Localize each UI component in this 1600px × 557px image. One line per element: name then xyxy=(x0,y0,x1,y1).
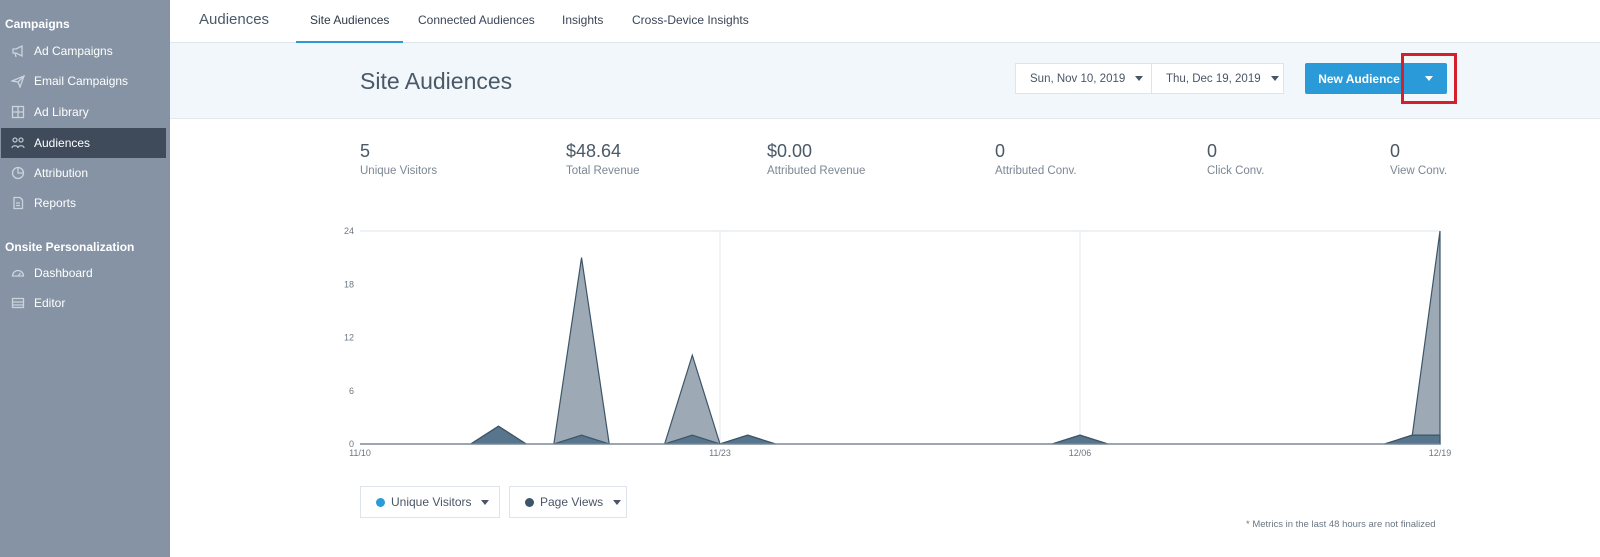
metric-label: Page Views xyxy=(540,495,604,509)
sidebar-item-label: Dashboard xyxy=(34,266,93,280)
sidebar-item-audiences[interactable]: Audiences xyxy=(1,128,166,158)
paper-plane-icon xyxy=(10,73,26,89)
unique-visitors-metric-select[interactable]: Unique Visitors xyxy=(360,486,500,518)
x-tick-label: 12/19 xyxy=(1429,448,1452,458)
chevron-down-icon xyxy=(481,499,490,505)
grid-icon xyxy=(10,104,26,120)
sidebar-item-label: Editor xyxy=(34,296,66,310)
chart-svg: 24 18 12 6 011/10 11/23 12/06 12/19 xyxy=(344,226,1452,458)
sidebar-item-reports[interactable]: Reports xyxy=(1,188,166,218)
y-tick-label: 24 xyxy=(344,226,354,236)
sidebar-item-label: Ad Campaigns xyxy=(34,44,113,58)
x-tick-label: 11/10 xyxy=(349,448,371,458)
sidebar-item-attribution[interactable]: Attribution xyxy=(1,158,166,188)
page-views-area xyxy=(360,230,1441,445)
section-title: Audiences xyxy=(199,11,270,28)
stat-total-revenue: $48.64 Total Revenue xyxy=(566,141,640,177)
new-audience-dropdown-button[interactable] xyxy=(1411,63,1447,94)
highlight-box xyxy=(1401,53,1457,104)
sidebar-item-editor[interactable]: Editor xyxy=(1,288,166,318)
stat-attributed-conv: 0 Attributed Conv. xyxy=(995,141,1077,177)
stat-attributed-revenue: $0.00 Attributed Revenue xyxy=(767,141,865,177)
tab-connected-audiences[interactable]: Connected Audiences xyxy=(418,13,535,27)
stat-label: Click Conv. xyxy=(1207,165,1265,177)
chevron-down-icon xyxy=(1425,76,1433,81)
chevron-down-icon xyxy=(613,499,622,505)
start-date-picker[interactable]: Sun, Nov 10, 2019 xyxy=(1015,63,1152,94)
stat-value: 0 xyxy=(1390,141,1401,161)
end-date-picker[interactable]: Thu, Dec 19, 2019 xyxy=(1151,63,1284,94)
tab-cross-device-insights[interactable]: Cross-Device Insights xyxy=(632,13,749,27)
megaphone-icon xyxy=(10,43,26,59)
stat-value: $0.00 xyxy=(767,141,813,161)
sidebar-item-label: Audiences xyxy=(34,136,91,150)
page-views-metric-select[interactable]: Page Views xyxy=(509,486,627,518)
page-title: Site Audiences xyxy=(360,68,513,94)
stat-label: Total Revenue xyxy=(566,165,640,177)
chevron-down-icon xyxy=(1135,76,1144,81)
active-tab-indicator xyxy=(296,41,403,43)
new-audience-button[interactable]: New Audience xyxy=(1305,63,1413,94)
stat-view-conv: 0 View Conv. xyxy=(1390,141,1447,177)
stat-value: 0 xyxy=(995,141,1006,161)
chevron-down-icon xyxy=(1270,76,1279,81)
stat-click-conv: 0 Click Conv. xyxy=(1207,141,1264,177)
sidebar-item-label: Email Campaigns xyxy=(34,74,129,88)
tab-site-audiences[interactable]: Site Audiences xyxy=(310,13,390,27)
stat-unique-visitors: 5 Unique Visitors xyxy=(360,141,437,177)
metric-label: Unique Visitors xyxy=(391,495,472,509)
document-icon xyxy=(10,195,26,211)
layout-icon xyxy=(10,295,26,311)
sidebar-section-campaigns: Campaigns xyxy=(5,17,70,31)
stat-value: 0 xyxy=(1207,141,1218,161)
gauge-icon xyxy=(10,265,26,281)
sidebar-section-onsite-personalization: Onsite Personalization xyxy=(5,240,135,254)
stat-label: Attributed Revenue xyxy=(767,165,866,177)
sidebar-item-dashboard[interactable]: Dashboard xyxy=(1,258,166,288)
start-date-value: Sun, Nov 10, 2019 xyxy=(1030,72,1126,85)
end-date-value: Thu, Dec 19, 2019 xyxy=(1166,72,1261,85)
metrics-footnote: * Metrics in the last 48 hours are not f… xyxy=(1246,519,1436,530)
sidebar-item-label: Ad Library xyxy=(34,105,89,119)
sidebar-item-label: Attribution xyxy=(34,166,89,180)
stat-value: 5 xyxy=(360,141,371,161)
stat-label: Unique Visitors xyxy=(360,165,438,177)
sidebar: Campaigns Ad Campaigns Email Campaigns A… xyxy=(0,0,170,557)
stat-value: $48.64 xyxy=(566,141,622,161)
y-tick-label: 18 xyxy=(344,279,354,289)
unique-visitors-area xyxy=(360,425,1441,445)
sidebar-item-ad-campaigns[interactable]: Ad Campaigns xyxy=(1,36,166,66)
top-navigation: Audiences Site Audiences Connected Audie… xyxy=(170,0,1600,43)
x-tick-label: 12/06 xyxy=(1069,448,1092,458)
users-icon xyxy=(10,135,26,151)
traffic-chart: 24 18 12 6 0 11/10 11/23 12/06 12/19 xyxy=(340,222,1460,462)
x-tick-label: 11/23 xyxy=(709,448,731,458)
page-header: Site Audiences Sun, Nov 10, 2019 Thu, De… xyxy=(170,43,1600,119)
sidebar-item-label: Reports xyxy=(34,196,77,210)
sidebar-item-email-campaigns[interactable]: Email Campaigns xyxy=(1,66,166,96)
pie-chart-icon xyxy=(10,165,26,181)
stat-label: View Conv. xyxy=(1390,165,1448,177)
unique-visitors-dot-icon xyxy=(376,497,385,507)
sidebar-item-ad-library[interactable]: Ad Library xyxy=(1,97,166,127)
y-tick-label: 0 xyxy=(349,439,354,449)
tab-insights[interactable]: Insights xyxy=(562,13,604,27)
y-tick-label: 6 xyxy=(349,386,354,396)
y-tick-label: 12 xyxy=(344,333,354,343)
page-views-dot-icon xyxy=(525,497,534,507)
stat-label: Attributed Conv. xyxy=(995,165,1077,177)
